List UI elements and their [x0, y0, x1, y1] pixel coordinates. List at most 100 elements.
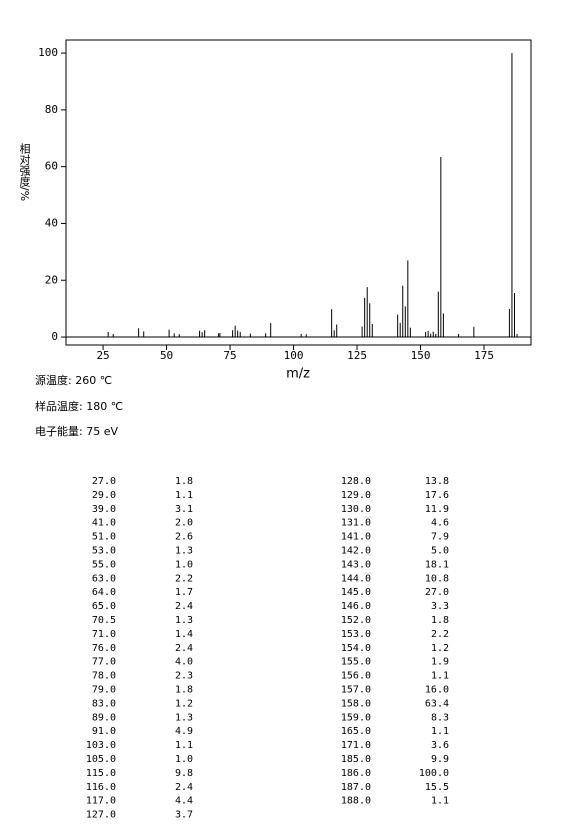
annotation: 样品温度: 180 ℃ [35, 399, 123, 413]
table-intensity: 1.1 [431, 671, 449, 682]
y-tick-label: 0 [51, 330, 58, 343]
table-mz: 39.0 [92, 504, 116, 515]
table-intensity: 13.8 [425, 476, 449, 487]
table-mz: 63.0 [92, 573, 116, 584]
table-mz: 143.0 [341, 559, 371, 570]
table-mz: 131.0 [341, 518, 371, 529]
x-tick-label: 50 [160, 349, 173, 362]
table-intensity: 16.0 [425, 685, 449, 696]
table-mz: 71.0 [92, 629, 116, 640]
y-tick-label: 80 [45, 103, 58, 116]
table-intensity: 1.3 [175, 712, 193, 723]
table-intensity: 9.8 [175, 768, 193, 779]
table-intensity: 18.1 [425, 559, 449, 570]
table-intensity: 15.5 [425, 782, 449, 793]
table-mz: 83.0 [92, 698, 116, 709]
table-intensity: 1.8 [431, 615, 449, 626]
table-mz: 155.0 [341, 657, 371, 668]
table-intensity: 1.8 [175, 476, 193, 487]
table-mz: 79.0 [92, 685, 116, 696]
table-mz: 188.0 [341, 796, 371, 807]
table-intensity: 2.3 [175, 671, 193, 682]
table-mz: 51.0 [92, 532, 116, 543]
table-mz: 64.0 [92, 587, 116, 598]
table-mz: 142.0 [341, 546, 371, 557]
table-mz: 157.0 [341, 685, 371, 696]
y-tick-label: 100 [38, 46, 58, 59]
table-intensity: 1.1 [431, 726, 449, 737]
table-mz: 29.0 [92, 490, 116, 501]
table-intensity: 8.3 [431, 712, 449, 723]
table-mz: 53.0 [92, 546, 116, 557]
table-intensity: 1.3 [175, 546, 193, 557]
table-intensity: 17.6 [425, 490, 449, 501]
table-mz: 128.0 [341, 476, 371, 487]
y-tick-label: 60 [45, 160, 58, 173]
table-mz: 70.5 [92, 615, 116, 626]
x-tick-label: 175 [474, 349, 494, 362]
table-mz: 77.0 [92, 657, 116, 668]
table-intensity: 2.0 [175, 518, 193, 529]
annotation: 源温度: 260 ℃ [35, 373, 112, 387]
x-tick-label: 150 [411, 349, 431, 362]
x-tick-label: 100 [284, 349, 304, 362]
table-intensity: 27.0 [425, 587, 449, 598]
table-intensity: 100.0 [419, 768, 449, 779]
table-mz: 158.0 [341, 698, 371, 709]
table-intensity: 1.2 [431, 643, 449, 654]
annotation: 电子能量: 75 eV [35, 424, 118, 438]
table-intensity: 2.2 [175, 573, 193, 584]
table-mz: 105.0 [86, 754, 116, 765]
table-intensity: 5.0 [431, 546, 449, 557]
table-mz: 55.0 [92, 559, 116, 570]
table-mz: 171.0 [341, 740, 371, 751]
table-intensity: 1.3 [175, 615, 193, 626]
x-axis-label: m/z [286, 367, 310, 382]
table-intensity: 4.9 [175, 726, 193, 737]
table-mz: 156.0 [341, 671, 371, 682]
table-intensity: 1.8 [175, 685, 193, 696]
table-mz: 115.0 [86, 768, 116, 779]
table-intensity: 4.6 [431, 518, 449, 529]
table-mz: 41.0 [92, 518, 116, 529]
table-mz: 89.0 [92, 712, 116, 723]
table-intensity: 1.9 [431, 657, 449, 668]
table-mz: 129.0 [341, 490, 371, 501]
plot-frame [65, 39, 532, 346]
table-mz: 187.0 [341, 782, 371, 793]
table-mz: 130.0 [341, 504, 371, 515]
table-intensity: 11.9 [425, 504, 449, 515]
table-intensity: 1.1 [175, 740, 193, 751]
table-intensity: 4.0 [175, 657, 193, 668]
table-intensity: 9.9 [431, 754, 449, 765]
table-mz: 159.0 [341, 712, 371, 723]
table-mz: 116.0 [86, 782, 116, 793]
table-mz: 152.0 [341, 615, 371, 626]
table-mz: 27.0 [92, 476, 116, 487]
table-intensity: 3.3 [431, 601, 449, 612]
table-mz: 103.0 [86, 740, 116, 751]
x-tick-label: 75 [223, 349, 236, 362]
y-tick-label: 40 [45, 216, 58, 229]
table-mz: 78.0 [92, 671, 116, 682]
table-intensity: 2.6 [175, 532, 193, 543]
table-mz: 91.0 [92, 726, 116, 737]
table-mz: 146.0 [341, 601, 371, 612]
y-axis-label: 相对强度/% [18, 143, 31, 201]
table-mz: 144.0 [341, 573, 371, 584]
table-mz: 153.0 [341, 629, 371, 640]
table-intensity: 3.7 [175, 810, 193, 821]
table-intensity: 1.7 [175, 587, 193, 598]
table-intensity: 10.8 [425, 573, 449, 584]
x-tick-label: 25 [96, 349, 109, 362]
table-intensity: 1.0 [175, 754, 193, 765]
table-intensity: 2.2 [431, 629, 449, 640]
table-mz: 186.0 [341, 768, 371, 779]
table-intensity: 63.4 [425, 698, 449, 709]
table-mz: 117.0 [86, 796, 116, 807]
table-intensity: 4.4 [175, 796, 193, 807]
table-intensity: 1.0 [175, 559, 193, 570]
table-intensity: 2.4 [175, 782, 193, 793]
table-intensity: 1.1 [175, 490, 193, 501]
